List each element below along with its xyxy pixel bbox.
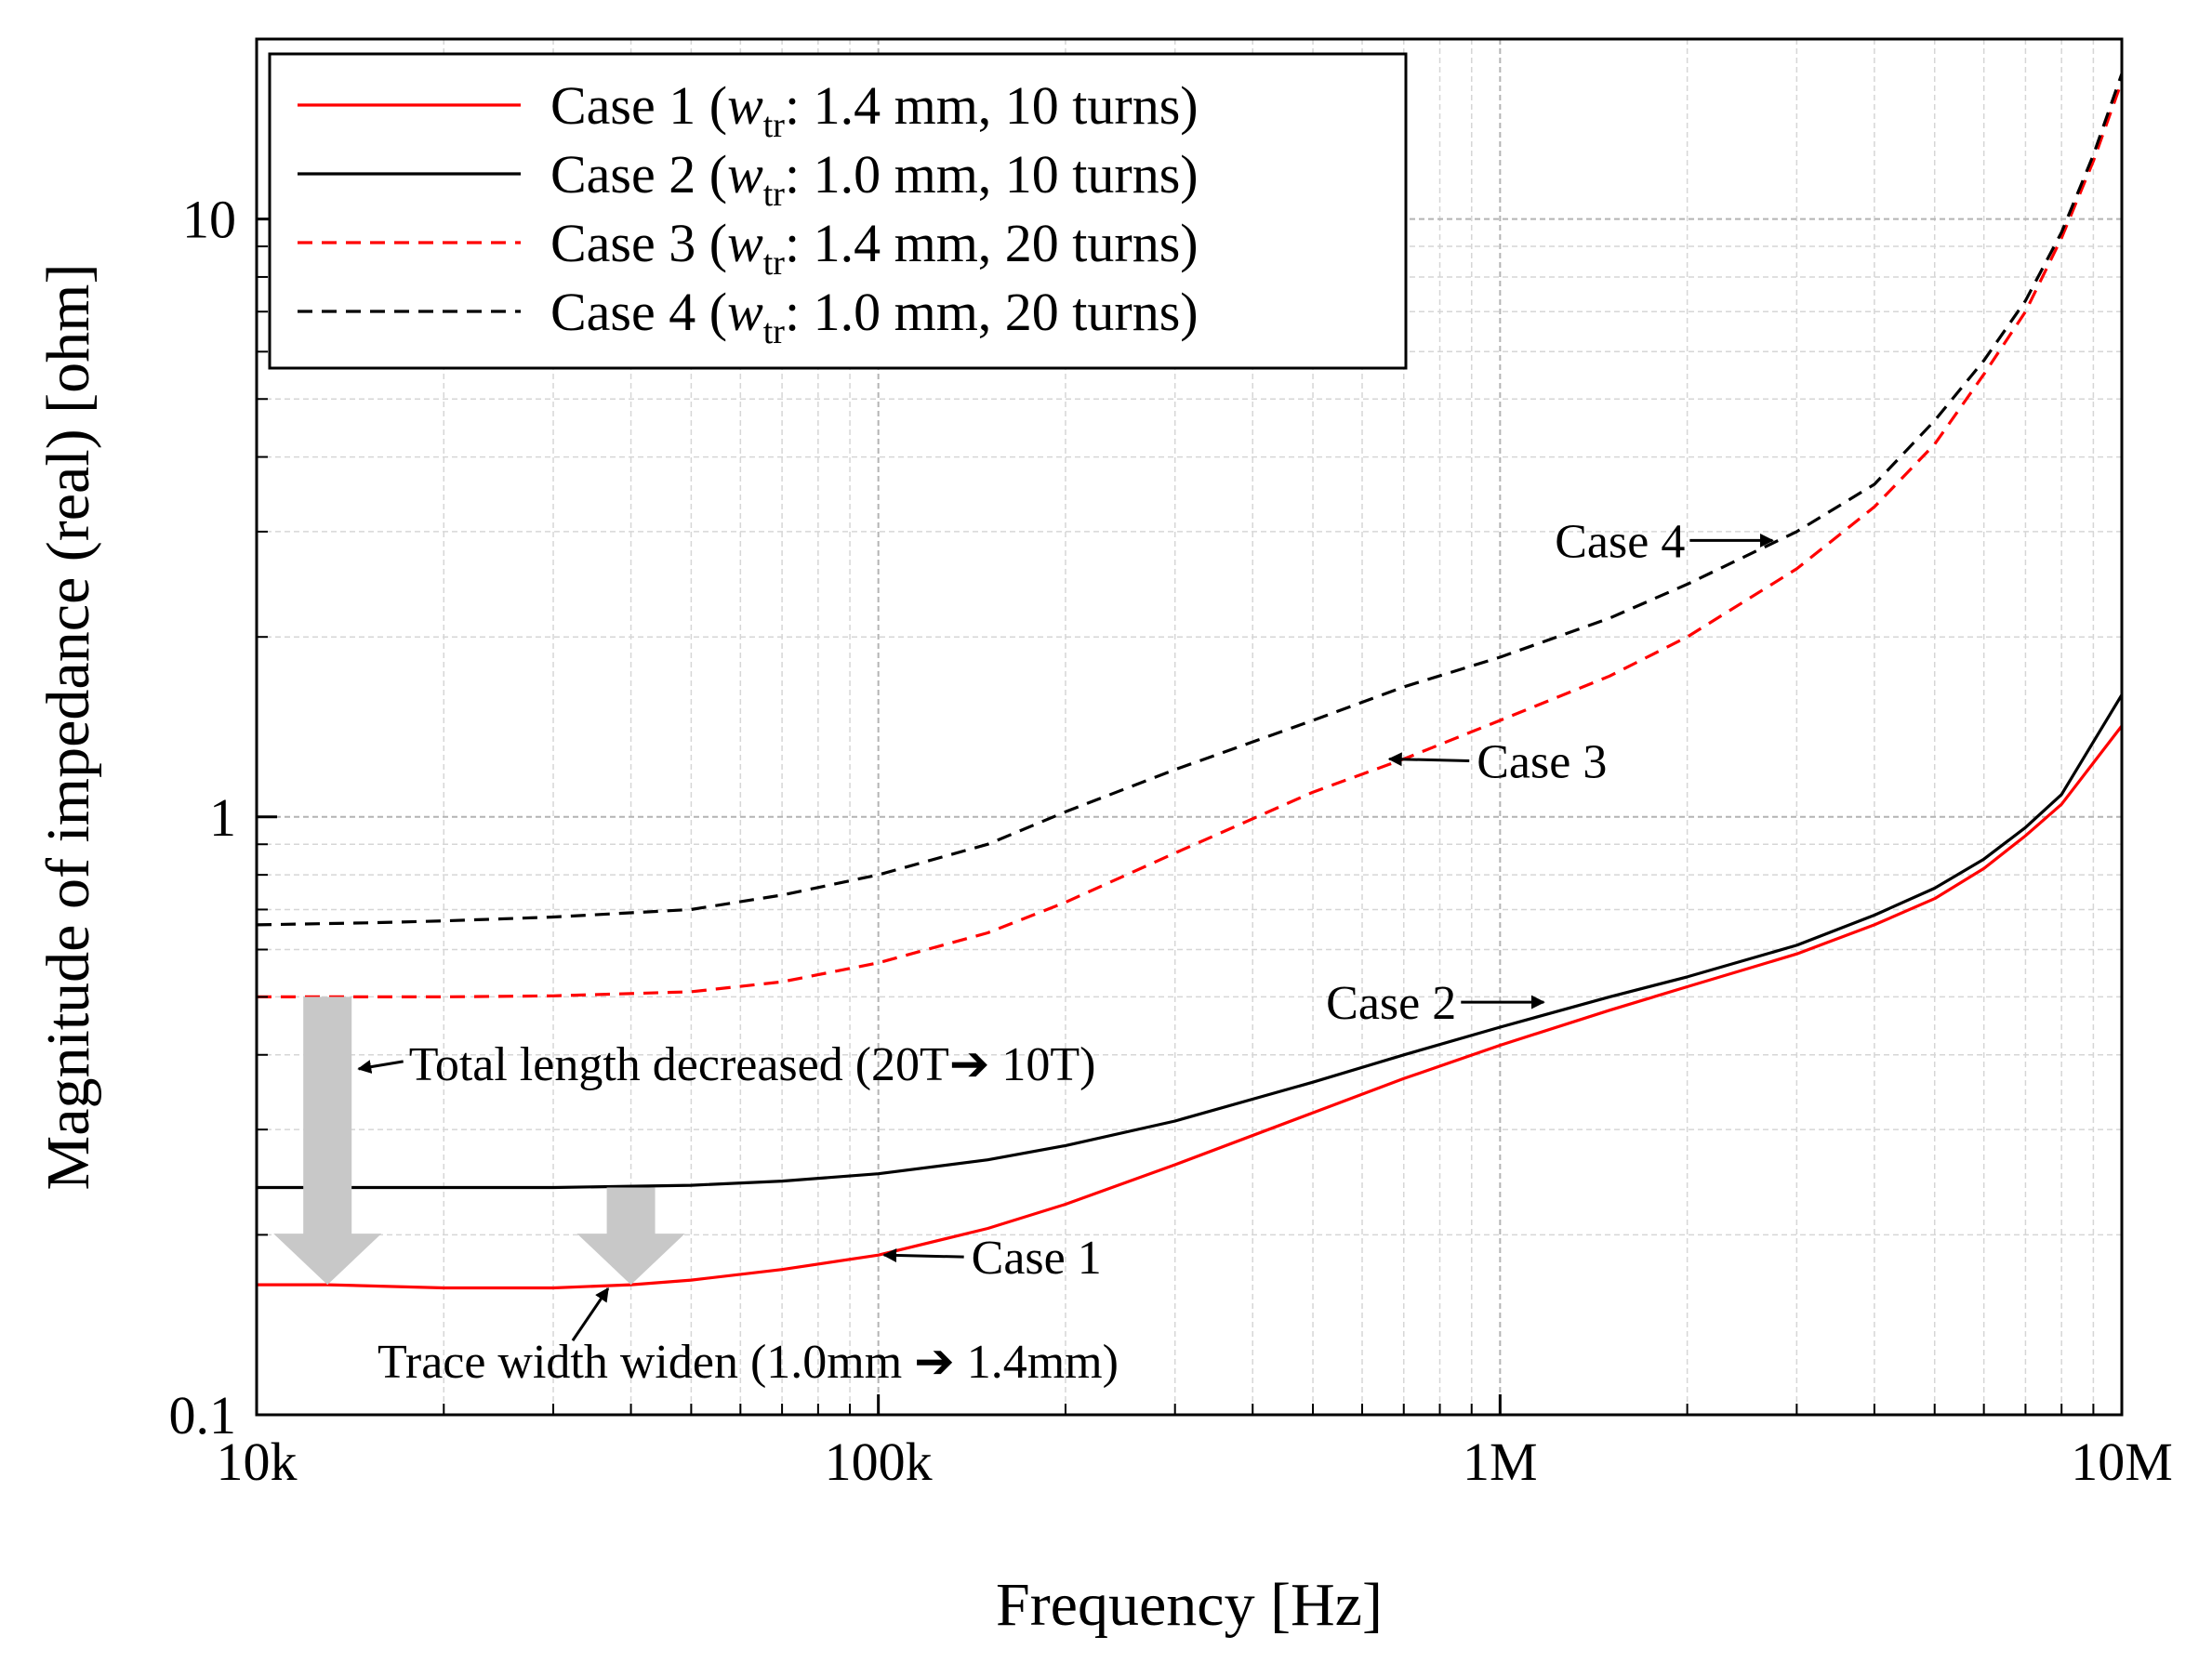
legend-label-case-2: Case 2 (wtr: 1.0 mm, 10 turns) — [550, 144, 1199, 214]
series-line-case-4 — [256, 73, 2124, 927]
series-line-case-2 — [257, 693, 2124, 1190]
annotation-trace_width: Trace width widen (1.0mm ➔ 1.4mm) — [377, 1336, 1119, 1389]
legend: Case 1 (wtr: 1.4 mm, 10 turns)Case 2 (wt… — [268, 52, 1408, 370]
shift-arrows — [273, 996, 685, 1286]
y-tick-label: 0.1 — [169, 1385, 237, 1445]
x-tick-label: 10M — [2071, 1432, 2173, 1492]
shift_trace_width-arrow — [576, 1187, 685, 1286]
annotations: Case 4 Case 3 Case 2 Case 1 Total length dec… — [357, 515, 1774, 1389]
y-tick-label: 10 — [182, 190, 236, 250]
x-tick-label: 100k — [825, 1432, 933, 1492]
annotation-case1: Case 1 — [972, 1232, 1102, 1285]
annotation-total_length: Total length decreased (20T➔ 10T) — [409, 1038, 1096, 1091]
legend-label-case-4: Case 4 (wtr: 1.0 mm, 20 turns) — [550, 282, 1199, 351]
annotation-arrow-case1 — [882, 1247, 964, 1262]
legend-label-case-1: Case 1 (wtr: 1.4 mm, 10 turns) — [550, 75, 1199, 145]
y-tick-label: 1 — [209, 787, 236, 848]
plot-frame — [255, 37, 2124, 1417]
annotation-case4: Case 4 — [1555, 515, 1685, 568]
grid — [257, 39, 2122, 1415]
x-axis-title: Frequency [Hz] — [996, 1571, 1383, 1639]
annotation-arrow-total_length — [357, 1060, 404, 1075]
ticks: 10k 100k 1M 10M 0.1 1 10 — [169, 190, 2173, 1492]
series-line-case-1 — [257, 724, 2124, 1290]
x-tick-label: 10k — [217, 1432, 298, 1492]
annotation-arrow-trace_width — [571, 1287, 610, 1341]
annotation-arrow-case3 — [1387, 752, 1470, 767]
y-axis-title: Magnitude of impedance (real) [ohm] — [34, 264, 102, 1191]
shift_total_length-arrow — [273, 996, 382, 1286]
x-tick-label: 1M — [1463, 1432, 1538, 1492]
legend-label-case-3: Case 3 (wtr: 1.4 mm, 20 turns) — [550, 213, 1199, 283]
annotation-case2: Case 2 — [1326, 977, 1456, 1030]
annotation-case3: Case 3 — [1477, 735, 1607, 788]
